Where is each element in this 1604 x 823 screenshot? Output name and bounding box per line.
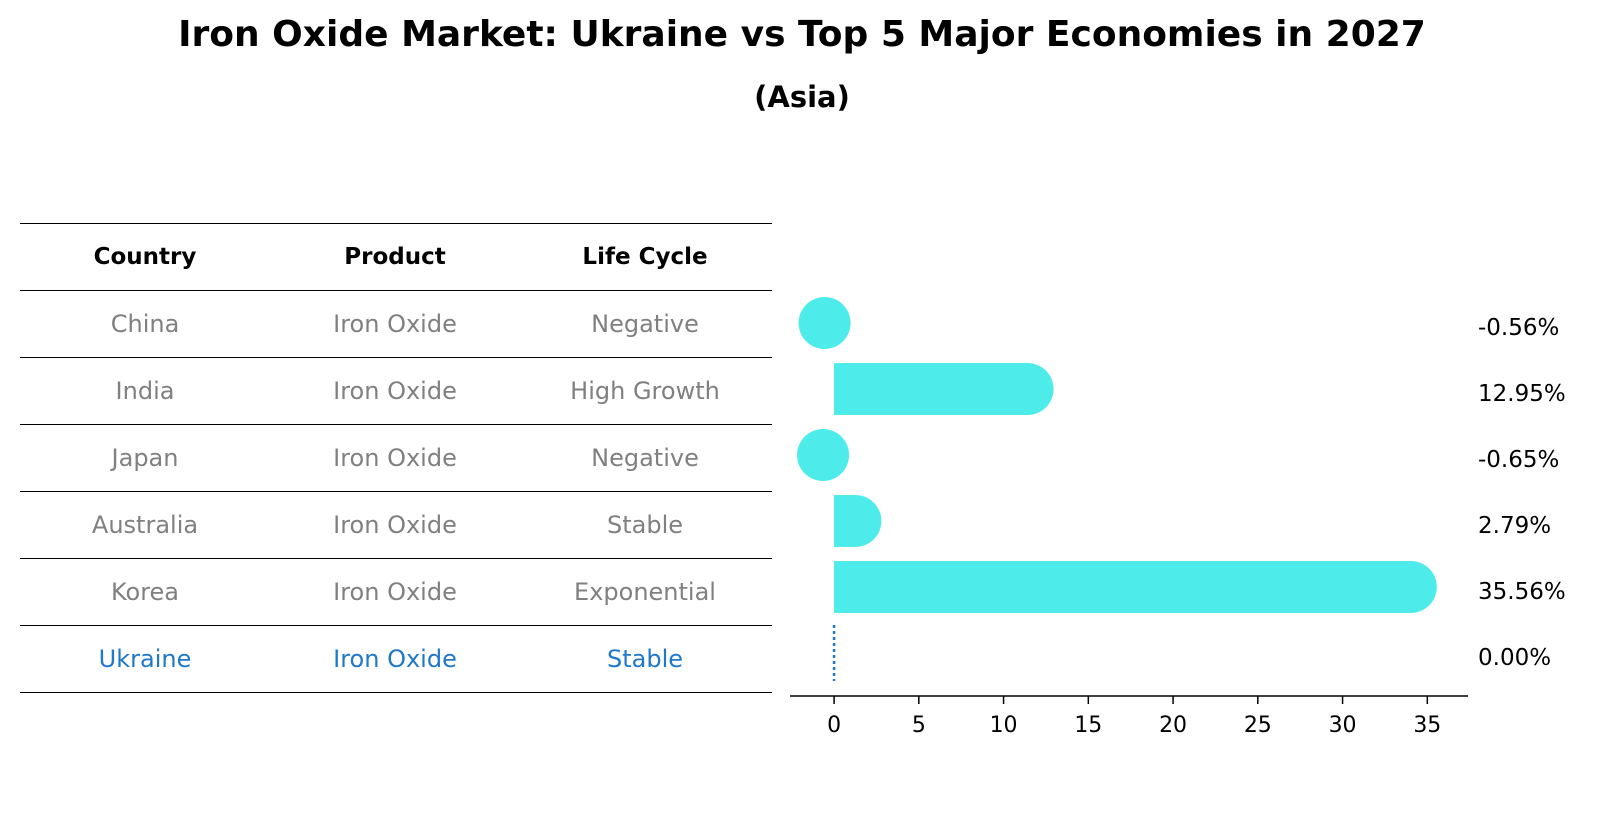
cell-product: Iron Oxide xyxy=(333,444,457,472)
cell-product: Iron Oxide xyxy=(333,310,457,338)
cell-life-cycle: Stable xyxy=(606,511,684,539)
table-row: Australia Iron Oxide Stable xyxy=(20,491,772,558)
cell-country: Japan xyxy=(111,444,179,472)
cell-life-cycle: Exponential xyxy=(574,578,716,606)
cell-country: China xyxy=(110,310,180,338)
bar-china xyxy=(798,296,851,350)
bar-japan xyxy=(797,428,850,482)
x-tick-label-0: 0 xyxy=(827,713,841,738)
cell-life-cycle: Negative xyxy=(591,310,699,338)
cell-product: Iron Oxide xyxy=(333,645,457,673)
x-tick-label-15: 15 xyxy=(1074,713,1102,738)
x-tick-label-25: 25 xyxy=(1244,713,1272,738)
value-label-japan: -0.65% xyxy=(1478,447,1559,473)
data-table: Country Product Life Cycle China Iron Ox… xyxy=(20,223,772,693)
cell-product: Iron Oxide xyxy=(333,377,457,405)
table-row-highlighted: Ukraine Iron Oxide Stable xyxy=(20,625,772,693)
cell-life-cycle: Negative xyxy=(591,444,699,472)
x-tick-label-5: 5 xyxy=(912,713,926,738)
table-row: Korea Iron Oxide Exponential xyxy=(20,558,772,625)
cell-life-cycle: Stable xyxy=(606,645,684,673)
x-tick-label-35: 35 xyxy=(1413,713,1441,738)
table-row: India Iron Oxide High Growth xyxy=(20,357,772,424)
chart-title: Iron Oxide Market: Ukraine vs Top 5 Majo… xyxy=(178,14,1426,55)
x-tick-label-10: 10 xyxy=(990,713,1018,738)
cell-country: Australia xyxy=(91,511,199,539)
cell-country: Ukraine xyxy=(98,645,192,673)
bar-australia xyxy=(834,495,882,547)
cell-product: Iron Oxide xyxy=(333,578,457,606)
bar-korea xyxy=(834,561,1437,613)
table-header-row: Country Product Life Cycle xyxy=(20,223,772,290)
value-label-china: -0.56% xyxy=(1478,315,1559,341)
chart-subtitle: (Asia) xyxy=(754,80,850,114)
x-tick-label-20: 20 xyxy=(1159,713,1187,738)
value-label-india: 12.95% xyxy=(1478,381,1566,407)
x-tick-label-30: 30 xyxy=(1329,713,1357,738)
table-row: China Iron Oxide Negative xyxy=(20,290,772,357)
cell-life-cycle: High Growth xyxy=(570,377,720,405)
value-label-korea: 35.56% xyxy=(1478,579,1566,605)
cell-country: Korea xyxy=(110,578,180,606)
bar-india xyxy=(834,363,1054,415)
header-country: Country xyxy=(93,244,197,270)
value-label-australia: 2.79% xyxy=(1478,513,1551,539)
cell-product: Iron Oxide xyxy=(333,511,457,539)
header-life-cycle: Life Cycle xyxy=(582,244,708,270)
cell-country: India xyxy=(115,377,175,405)
value-label-ukraine: 0.00% xyxy=(1478,645,1551,671)
header-product: Product xyxy=(344,244,446,270)
table-row: Japan Iron Oxide Negative xyxy=(20,424,772,491)
